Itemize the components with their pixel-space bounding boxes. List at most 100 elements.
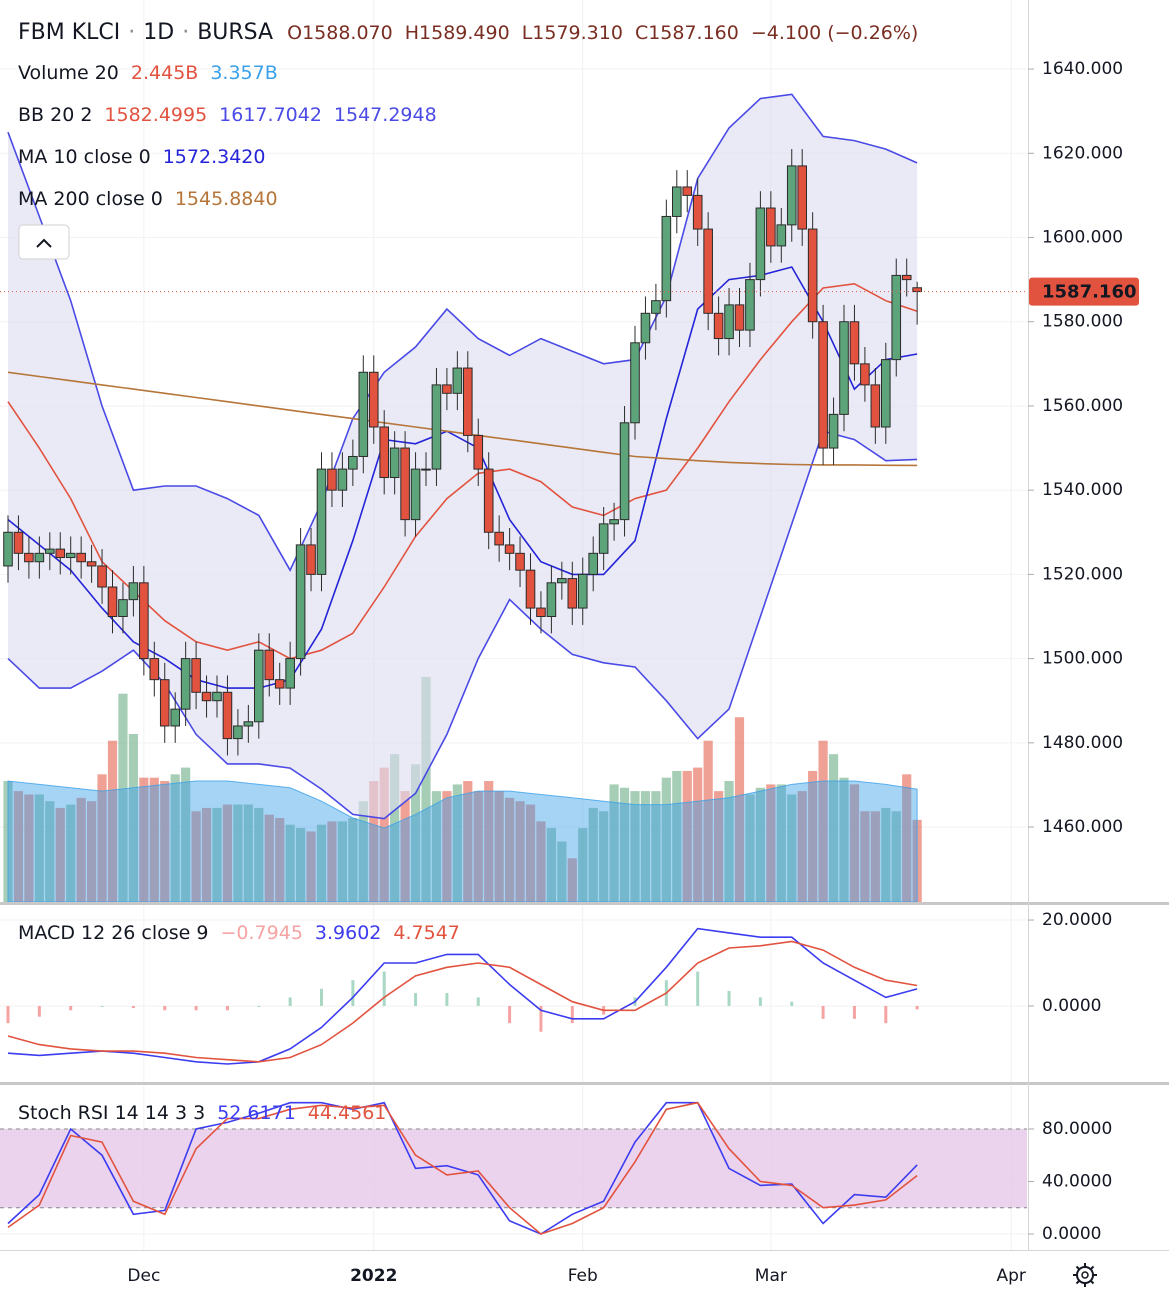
candle-body xyxy=(724,304,734,340)
candle-body xyxy=(45,548,55,554)
candle-body xyxy=(13,531,24,554)
candle-body xyxy=(755,207,766,281)
candle-body xyxy=(692,194,703,230)
legend-value: 1545.8840 xyxy=(175,188,278,210)
candle-body xyxy=(734,304,745,331)
volume-bar xyxy=(818,740,828,902)
volume-bar xyxy=(296,828,306,902)
candle-body xyxy=(65,552,76,559)
y-tick-label: 1500.000 xyxy=(1042,649,1123,669)
separator: · xyxy=(182,20,189,45)
candle-body xyxy=(233,725,243,740)
volume-bar xyxy=(693,767,703,902)
candle-body xyxy=(358,371,369,457)
y-tick-label: 1460.000 xyxy=(1042,817,1123,837)
volume-bar xyxy=(797,791,807,902)
candle-body xyxy=(870,384,881,428)
legend-value: −0.7945 xyxy=(221,922,303,944)
volume-bar xyxy=(724,781,734,902)
histogram-bar xyxy=(163,1005,167,1011)
band-fill xyxy=(8,94,918,819)
settings-button[interactable] xyxy=(1073,1263,1097,1287)
indicator-line xyxy=(7,266,918,689)
candle-body xyxy=(891,274,902,361)
histogram-bar xyxy=(821,1005,825,1019)
volume-bar xyxy=(66,804,76,902)
y-tick-label: 1640.000 xyxy=(1042,59,1123,79)
volume-bar xyxy=(651,791,661,902)
volume-bar xyxy=(578,828,588,902)
last-price-label: 1587.160 xyxy=(1042,282,1137,303)
candle-body xyxy=(661,215,672,302)
candle-body xyxy=(713,312,724,340)
legend-value: 2.445B xyxy=(131,62,198,84)
volume-bar xyxy=(484,781,494,902)
volume-bar xyxy=(55,807,65,902)
volume-bar xyxy=(107,740,118,902)
indicator-line xyxy=(7,430,918,820)
candle-body xyxy=(452,367,463,394)
volume-bar xyxy=(828,754,839,902)
candle-body xyxy=(3,531,13,567)
candle-body xyxy=(567,578,578,609)
candle-body xyxy=(212,691,222,702)
volume-bar xyxy=(630,791,640,902)
volume-bar xyxy=(515,801,525,902)
candle-body xyxy=(546,582,557,617)
candle-body xyxy=(515,552,525,571)
legend-row: MA 200 close 0 1545.8840 xyxy=(18,188,278,210)
candle-body xyxy=(786,165,797,226)
legend-name: MA 10 close 0 xyxy=(18,146,151,168)
candle-body xyxy=(504,544,515,554)
volume-bar xyxy=(400,791,410,902)
candle-body xyxy=(368,371,379,428)
candle-body xyxy=(295,544,306,660)
legend-value: 3.9602 xyxy=(315,922,381,944)
candle-body xyxy=(609,519,619,525)
legend-row: MACD 12 26 close 9 −0.7945 3.9602 4.7547 xyxy=(18,922,460,944)
candle-body xyxy=(337,468,348,491)
histogram-bar xyxy=(445,993,449,1006)
candle-body xyxy=(682,186,693,196)
candle-body xyxy=(619,422,630,521)
candle-body xyxy=(316,468,327,575)
volume-ma-area xyxy=(7,780,918,903)
volume-bar xyxy=(473,791,483,902)
indicator-line xyxy=(7,93,918,572)
candle-body xyxy=(630,342,640,424)
collapse-button[interactable] xyxy=(18,224,70,260)
candle-body xyxy=(703,228,713,314)
candle-body xyxy=(766,207,776,247)
volume-bar xyxy=(327,821,337,902)
histogram-bar xyxy=(570,1005,574,1024)
legend-name: BB 20 2 xyxy=(18,104,92,126)
volume-bar xyxy=(546,828,556,902)
ohlc-close: C1587.160 xyxy=(635,22,739,44)
candle-body xyxy=(881,359,891,428)
legend-value: 4.7547 xyxy=(393,922,459,944)
x-tick-label: Apr xyxy=(996,1266,1025,1286)
legend-value: 1572.3420 xyxy=(163,146,266,168)
candle-body xyxy=(285,658,295,689)
candle-body xyxy=(243,721,254,727)
candle-body xyxy=(180,658,191,710)
candle-body xyxy=(274,679,285,689)
candle-body xyxy=(76,552,86,563)
histogram-bar xyxy=(508,1005,512,1024)
candle-body xyxy=(97,565,107,588)
candle-body xyxy=(306,544,316,575)
candle-body xyxy=(860,363,870,386)
legend-name: Stoch RSI 14 14 3 3 xyxy=(18,1102,205,1124)
histogram-bar xyxy=(727,990,731,1006)
candle-body xyxy=(191,658,201,693)
histogram-bar xyxy=(382,971,386,1006)
candle-body xyxy=(118,599,128,617)
legend-row: MA 10 close 0 1572.3420 xyxy=(18,146,265,168)
candle-body xyxy=(86,561,97,567)
x-tick-label: 2022 xyxy=(350,1266,397,1286)
legend-value: 44.4561 xyxy=(308,1102,387,1124)
candle-body xyxy=(222,691,233,740)
volume-bar xyxy=(170,774,180,902)
volume-bar xyxy=(557,841,567,902)
candle-body xyxy=(379,426,389,479)
